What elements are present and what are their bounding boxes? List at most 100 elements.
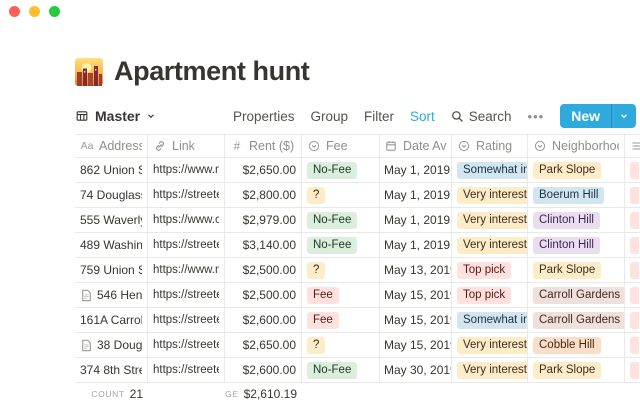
cell-rating[interactable]: Somewhat interested [452,158,528,182]
cell-date-available[interactable]: May 13, 2019 [380,258,452,282]
average-aggregate[interactable]: AVERAGE $2,610.19 [225,385,302,403]
cell-rent[interactable]: $2,600.00 [225,358,302,382]
search-icon [451,110,464,123]
cell-fee[interactable]: No-Fee [302,358,380,382]
cell-neighborhood[interactable]: Cobble Hill [528,333,625,357]
search-button[interactable]: Search [451,109,512,124]
toolbar-properties-button[interactable]: Properties [232,108,295,124]
column-header-rent[interactable]: # Rent ($) [225,135,302,157]
cell-link[interactable]: https://www.na [148,258,225,282]
cell-rating[interactable]: Very interested [452,183,528,207]
cell-fee[interactable]: No-Fee [302,233,380,257]
cell-date-available[interactable]: May 15, 2019 [380,308,452,332]
cell-link[interactable]: https://www.cit [148,208,225,232]
table-row: 74 Douglass Sthttps://streetea$2,800.00?… [75,183,640,208]
rating-tag: Very interested [457,236,527,254]
cell-address[interactable]: 862 Union Stre [75,158,148,182]
cell-fee[interactable]: Fee [302,308,380,332]
cell-rating[interactable]: Very interested [452,233,528,257]
column-header-fee[interactable]: Fee [302,135,380,157]
cell-address[interactable]: 546 Henry [75,283,148,307]
cell-link[interactable]: https://www.na [148,158,225,182]
count-aggregate[interactable]: COUNT 21 [75,385,148,403]
cell-date-available[interactable]: May 1, 2019 [380,208,452,232]
cell-link[interactable]: https://streetea [148,333,225,357]
cell-rent[interactable]: $2,600.00 [225,308,302,332]
cell-neighborhood[interactable]: Clinton Hill [528,208,625,232]
cell-neighborhood[interactable]: Carroll Gardens [528,308,625,332]
toolbar-filter-button[interactable]: Filter [364,108,394,124]
cell-fee[interactable]: Fee [302,283,380,307]
new-button[interactable]: New [560,104,636,128]
cell-link[interactable]: https://streetea [148,308,225,332]
column-header-partial[interactable] [625,135,640,157]
zoom-button[interactable] [49,6,60,17]
minimize-button[interactable] [29,6,40,17]
neighborhood-tag: Boerum Hill [533,186,605,204]
cell-fee[interactable]: ? [302,183,380,207]
cell-fee[interactable]: No-Fee [302,208,380,232]
fee-tag: ? [307,186,326,204]
cityscape-sunset-icon[interactable] [75,57,103,86]
column-header-label: Neighborhood [552,139,619,153]
column-header-neighborhood[interactable]: Neighborhood [528,135,625,157]
cell-date-available[interactable]: May 1, 2019 [380,158,452,182]
more-options-button[interactable]: ••• [527,108,545,124]
cell-link[interactable]: https://streetea [148,183,225,207]
view-name: Master [95,108,141,124]
new-dropdown-button[interactable] [611,104,636,128]
cell-date-available[interactable]: May 30, 2019 [380,358,452,382]
cell-date-available[interactable]: May 1, 2019 [380,233,452,257]
cell-rent[interactable]: $2,500.00 [225,283,302,307]
search-label: Search [468,108,512,124]
cell-neighborhood[interactable]: Carroll Gardens [528,283,625,307]
cell-address[interactable]: 374 8th Street [75,358,148,382]
column-header-link[interactable]: Link [148,135,225,157]
column-header-address[interactable]: Aa Address [75,135,148,157]
cell-rating[interactable]: Top pick [452,258,528,282]
cell-address[interactable]: 38 Douglas [75,333,148,357]
toolbar-group-button[interactable]: Group [310,108,348,124]
cell-date-available[interactable]: May 1, 2019 [380,183,452,207]
cell-link[interactable]: https://streetea [148,358,225,382]
cell-rent[interactable]: $2,650.00 [225,158,302,182]
cell-address[interactable]: 161A Carroll St [75,308,148,332]
cell-address[interactable]: 74 Douglass St [75,183,148,207]
cell-address[interactable]: 759 Union Stre [75,258,148,282]
cell-rating[interactable]: Top pick [452,283,528,307]
cell-rent[interactable]: $3,140.00 [225,233,302,257]
cell-address[interactable]: 489 Washingto [75,233,148,257]
cell-date-available[interactable]: May 15, 2019 [380,283,452,307]
cell-fee[interactable]: ? [302,258,380,282]
column-header-date-ava[interactable]: Date Ava… [380,135,452,157]
toolbar-sort-button[interactable]: Sort [410,108,435,124]
cell-neighborhood[interactable]: Clinton Hill [528,233,625,257]
cell-neighborhood[interactable]: Boerum Hill [528,183,625,207]
cell-neighborhood[interactable]: Park Slope [528,358,625,382]
cell-rating[interactable]: Very interested [452,333,528,357]
cell-neighborhood[interactable]: Park Slope [528,258,625,282]
clipped-tag [630,336,639,354]
cell-date-available[interactable]: May 15, 2019 [380,333,452,357]
cell-address[interactable]: 555 Waverly A [75,208,148,232]
page-header: Apartment hunt [75,56,310,87]
count-label: COUNT [91,389,125,399]
column-header-label: Date Ava… [403,139,447,153]
cell-rent[interactable]: $2,500.00 [225,258,302,282]
cell-clipped [625,308,640,332]
cell-rating[interactable]: Very interested [452,208,528,232]
cell-rent[interactable]: $2,979.00 [225,208,302,232]
close-button[interactable] [9,6,20,17]
cell-fee[interactable]: ? [302,333,380,357]
cell-link[interactable]: https://streetea [148,233,225,257]
view-switcher[interactable]: Master [75,108,156,124]
cell-neighborhood[interactable]: Park Slope [528,158,625,182]
cell-rent[interactable]: $2,800.00 [225,183,302,207]
cell-rent[interactable]: $2,650.00 [225,333,302,357]
cell-rating[interactable]: Very interested [452,358,528,382]
clipped-tag [630,361,639,379]
cell-rating[interactable]: Somewhat interested [452,308,528,332]
cell-fee[interactable]: No-Fee [302,158,380,182]
cell-link[interactable]: https://streetea [148,283,225,307]
column-header-rating[interactable]: Rating [452,135,528,157]
